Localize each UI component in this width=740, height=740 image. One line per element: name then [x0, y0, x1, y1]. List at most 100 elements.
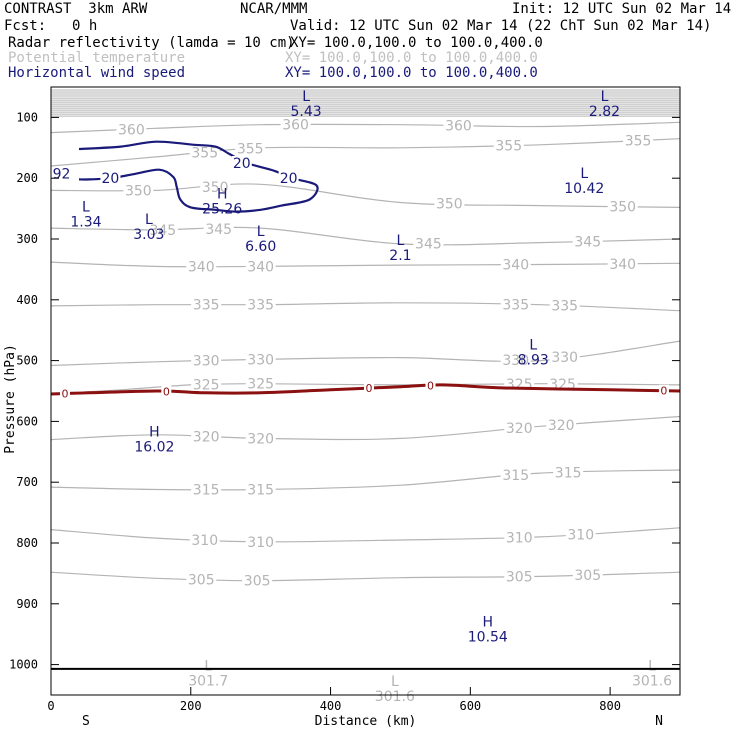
theta-contour-label: 305 — [188, 572, 215, 588]
theta-contour-label: 325 — [506, 377, 533, 393]
theta-contour-label: 345 — [574, 234, 601, 250]
theta-label-bg — [191, 353, 222, 368]
legend-theta-label: Potential temperature — [8, 50, 186, 66]
theta-contour-label: 360 — [118, 122, 145, 138]
theta-contour-label: 345 — [149, 223, 176, 239]
extremum-type-low: L — [648, 659, 656, 675]
model-title: CONTRAST 3km ARW — [4, 1, 148, 17]
theta-contour-label: 315 — [502, 468, 529, 484]
center-title: NCAR/MMM — [240, 1, 308, 17]
theta-label-bg — [245, 259, 276, 274]
theta-label-bg — [504, 569, 535, 584]
theta-contour-label: 340 — [609, 257, 636, 273]
theta-label-bg — [504, 530, 535, 545]
theta-contour-label: 330 — [193, 354, 220, 370]
zero-label-bg — [363, 382, 374, 395]
theta-contour-label: 350 — [202, 180, 229, 196]
wind-edge-label: 92 — [53, 166, 71, 182]
extremum-type-high: H — [217, 186, 228, 202]
theta-contour-label: 350 — [609, 200, 636, 216]
zero-label-bg — [59, 387, 70, 400]
theta-contour-label: 340 — [188, 259, 215, 275]
extremum-value: 2.1 — [389, 248, 411, 264]
theta-label-bg — [443, 118, 474, 133]
y-tick-label: 800 — [16, 536, 38, 550]
theta-label-bg — [572, 567, 603, 582]
extremum-value: 10.54 — [468, 629, 508, 645]
theta-label-bg — [500, 257, 531, 272]
theta-contour-315 — [50, 469, 681, 491]
theta-contour-label: 320 — [193, 430, 220, 446]
theta-contour-360 — [50, 121, 681, 134]
theta-contour-label: 310 — [191, 533, 218, 549]
theta-label-bg — [553, 465, 584, 480]
x-tick-label: 800 — [599, 699, 621, 713]
extremum-type-low: L — [302, 89, 310, 105]
theta-contour-305 — [50, 571, 681, 582]
extremum-type-high: H — [483, 614, 494, 630]
theta-contour-label: 310 — [247, 535, 274, 551]
extremum-value: 25.26 — [202, 201, 242, 217]
theta-contour-label: 355 — [625, 134, 652, 150]
theta-label-bg — [547, 376, 578, 391]
theta-contour-label: 320 — [247, 431, 274, 447]
theta-contour-310 — [50, 527, 681, 543]
theta-contour-label: 355 — [237, 142, 264, 158]
theta-label-bg — [191, 482, 222, 497]
y-tick-label: 900 — [16, 597, 38, 611]
theta-contour-label: 305 — [244, 574, 271, 590]
theta-contour-label: 350 — [125, 183, 152, 199]
theta-label-bg — [116, 122, 147, 137]
y-tick-label: 700 — [16, 475, 38, 489]
theta-contour-label: 310 — [506, 530, 533, 546]
theta-label-bg — [245, 534, 276, 549]
theta-contour-label: 325 — [247, 377, 274, 393]
wind-label-bg — [278, 171, 299, 186]
extremum-type-low: L — [204, 659, 212, 675]
theta-contour-label: 310 — [567, 527, 594, 543]
theta-label-bg — [245, 352, 276, 367]
south-endpoint-label: S — [82, 714, 90, 729]
theta-label-bg — [504, 421, 535, 436]
x-tick-label: 600 — [459, 699, 481, 713]
theta-label-bg — [235, 141, 266, 156]
theta-label-bg — [245, 482, 276, 497]
theta-contour-label: 340 — [247, 259, 274, 275]
y-tick-label: 100 — [16, 110, 38, 124]
extremum-type-low: L — [580, 166, 588, 182]
theta-contours: 305 305 305 305 310 310 310 310 315 315 315 315 320 3… — [50, 117, 681, 590]
theta-contour-label: 350 — [436, 197, 463, 213]
theta-label-bg — [549, 298, 580, 313]
top-contour-band — [51, 89, 680, 117]
theta-contour-label: 355 — [191, 146, 218, 162]
y-tick-label: 500 — [16, 354, 38, 368]
theta-label-bg — [186, 572, 217, 587]
init-time: Init: 12 UTC Sun 02 Mar 14 — [512, 1, 732, 17]
extremum-value: 16.02 — [134, 440, 174, 456]
theta-label-bg — [242, 573, 273, 588]
legend-theta-xy: XY= 100.0,100.0 to 100.0,400.0 — [285, 50, 538, 66]
y-tick-label: 1000 — [9, 658, 38, 672]
zero-contour-label: 0 — [427, 379, 434, 392]
legend-reflectivity-xy: XY= 100.0,100.0 to 100.0,400.0 — [290, 35, 543, 51]
theta-label-bg — [572, 234, 603, 249]
extremum-value: 6.60 — [245, 239, 276, 255]
theta-contour-label: 320 — [548, 418, 575, 434]
theta-label-bg — [191, 297, 222, 312]
extremum-value: 2.82 — [589, 104, 620, 120]
theta-contour-label: 330 — [551, 350, 578, 366]
theta-label-bg — [245, 431, 276, 446]
zero-label-bg — [425, 379, 436, 392]
zero-contour-label: 0 — [61, 388, 68, 401]
x-tick-label: 0 — [47, 699, 54, 713]
theta-label-bg — [500, 353, 531, 368]
extremum-type-low: L — [82, 200, 90, 216]
legend-reflectivity-label: Radar reflectivity (lamda = 10 cm) — [8, 35, 295, 51]
theta-label-bg — [245, 297, 276, 312]
theta-label-bg — [493, 138, 524, 153]
extremum-type-low: L — [257, 224, 265, 240]
plot-frame — [50, 86, 681, 696]
theta-label-bg — [280, 117, 311, 132]
extremum-type-low: L — [391, 674, 399, 690]
theta-contour-335 — [50, 302, 681, 312]
